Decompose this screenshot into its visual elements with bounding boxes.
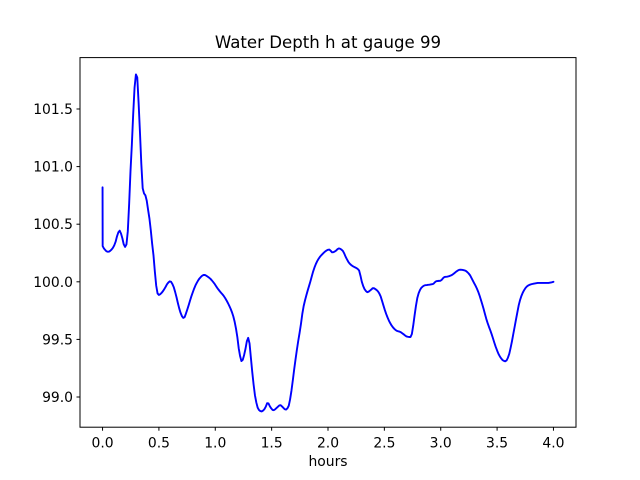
y-tick-label: 100.5	[33, 217, 73, 233]
x-axis-label: hours	[308, 454, 347, 470]
y-axis-ticks	[76, 108, 80, 398]
y-axis-tick-labels: 99.0 99.5 100.0 100.5 101.0 101.5	[33, 102, 73, 406]
x-tick-label: 2.0	[317, 436, 339, 452]
chart-title: Water Depth h at gauge 99	[215, 33, 441, 52]
plot-area: 0.0 0.5 1.0 1.5 2.0 2.5 3.0 3.5 4.0 99.0 99.5 100.…	[33, 57, 577, 452]
x-tick-label: 1.0	[204, 436, 226, 452]
x-axis-tick-labels: 0.0 0.5 1.0 1.5 2.0 2.5 3.0 3.5 4.0	[91, 436, 564, 452]
x-tick-label: 0.0	[91, 436, 113, 452]
y-tick-label: 99.5	[42, 332, 73, 348]
x-tick-label: 3.0	[430, 436, 452, 452]
x-tick-label: 3.5	[486, 436, 508, 452]
x-tick-label: 0.5	[148, 436, 170, 452]
y-tick-label: 101.5	[33, 102, 73, 118]
y-tick-label: 100.0	[33, 275, 73, 291]
data-series-line	[101, 73, 555, 413]
x-tick-label: 1.5	[261, 436, 283, 452]
y-tick-label: 99.0	[42, 390, 73, 406]
x-tick-label: 4.0	[542, 436, 564, 452]
y-tick-label: 101.0	[33, 160, 73, 176]
x-tick-label: 2.5	[373, 436, 395, 452]
x-axis-ticks	[102, 427, 554, 431]
